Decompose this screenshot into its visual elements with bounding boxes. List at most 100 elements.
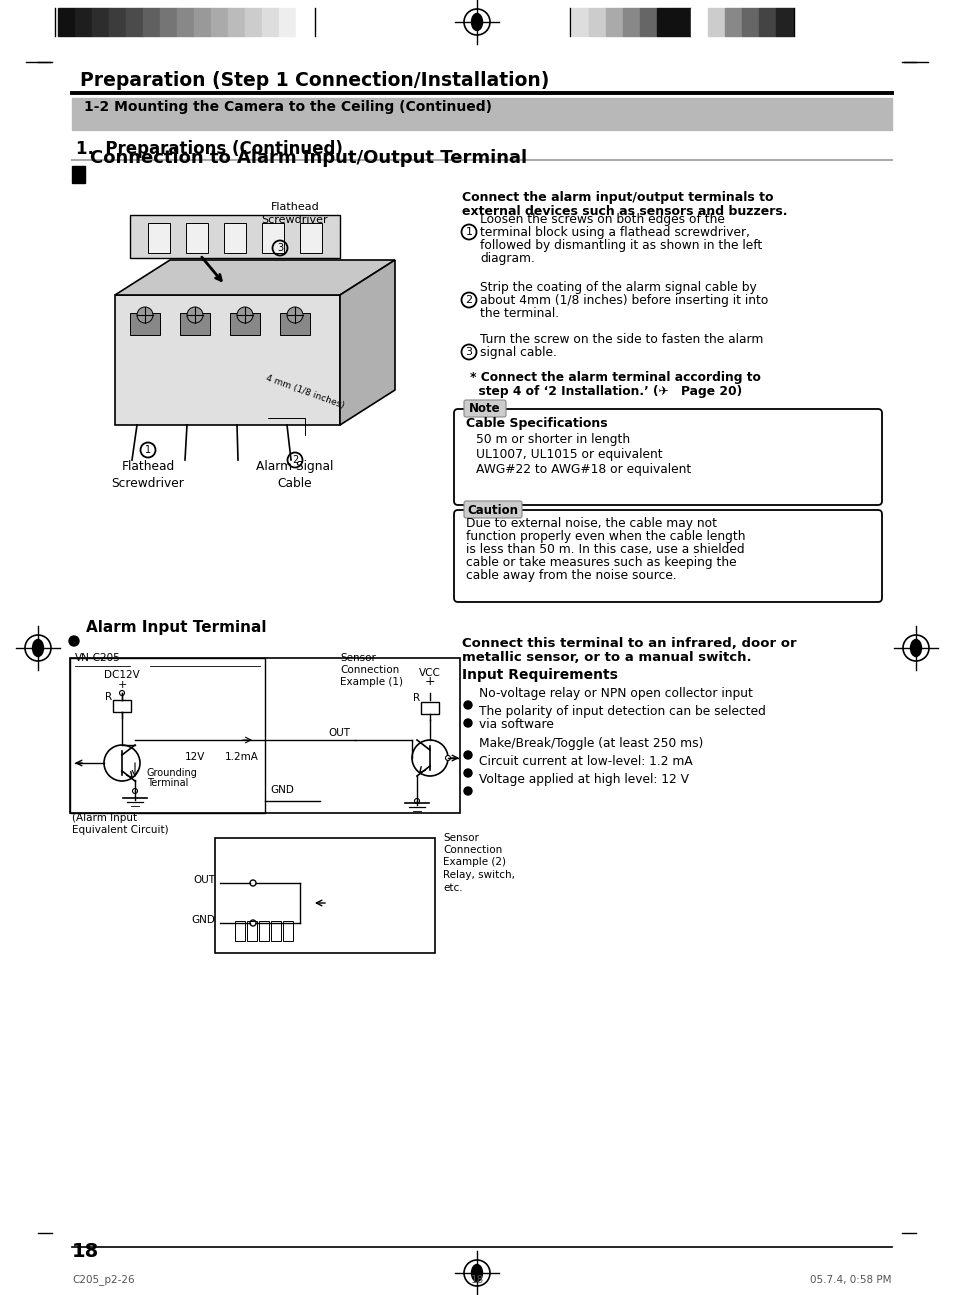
Bar xyxy=(58,8,75,36)
Text: external devices such as sensors and buzzers.: external devices such as sensors and buz… xyxy=(461,205,786,218)
Circle shape xyxy=(463,701,472,708)
Bar xyxy=(193,8,211,36)
Text: Example (1): Example (1) xyxy=(339,677,402,688)
Text: VN-C205: VN-C205 xyxy=(75,653,121,663)
Text: etc.: etc. xyxy=(442,883,462,894)
Text: Sensor: Sensor xyxy=(442,833,478,843)
Bar xyxy=(724,8,741,36)
Polygon shape xyxy=(130,215,339,258)
Text: Make/Break/Toggle (at least 250 ms): Make/Break/Toggle (at least 250 ms) xyxy=(478,737,702,750)
Bar xyxy=(622,8,639,36)
Text: is less than 50 m. In this case, use a shielded: is less than 50 m. In this case, use a s… xyxy=(465,543,744,556)
Bar xyxy=(126,8,143,36)
Text: DC12V: DC12V xyxy=(104,670,140,680)
Bar xyxy=(211,8,228,36)
Circle shape xyxy=(445,755,450,760)
Text: Flathead
Screwdriver: Flathead Screwdriver xyxy=(112,460,184,490)
Text: Turn the screw on the side to fasten the alarm: Turn the screw on the side to fasten the… xyxy=(479,333,762,346)
Text: AWG#22 to AWG#18 or equivalent: AWG#22 to AWG#18 or equivalent xyxy=(476,464,691,477)
Text: 1: 1 xyxy=(465,227,472,237)
Text: followed by dismantling it as shown in the left: followed by dismantling it as shown in t… xyxy=(479,240,761,253)
Bar xyxy=(115,295,339,425)
Text: Voltage applied at high level: 12 V: Voltage applied at high level: 12 V xyxy=(478,773,688,786)
Text: the terminal.: the terminal. xyxy=(479,307,558,320)
Text: Note: Note xyxy=(469,403,500,416)
Text: 1: 1 xyxy=(145,445,151,455)
Bar xyxy=(70,658,459,813)
Text: cable away from the noise source.: cable away from the noise source. xyxy=(465,569,676,581)
Bar xyxy=(230,313,260,335)
Bar xyxy=(657,8,673,36)
FancyBboxPatch shape xyxy=(454,409,882,505)
Bar xyxy=(247,921,256,941)
Bar xyxy=(71,98,891,130)
Bar xyxy=(234,921,245,941)
Bar xyxy=(775,8,792,36)
Bar xyxy=(588,8,605,36)
Bar xyxy=(280,313,310,335)
Bar xyxy=(759,8,775,36)
Text: Connect the alarm input/output terminals to: Connect the alarm input/output terminals… xyxy=(461,190,773,205)
Text: Cable Specifications: Cable Specifications xyxy=(465,417,607,430)
Circle shape xyxy=(463,751,472,759)
Text: step 4 of ‘2 Installation.’ (✈ Page 20): step 4 of ‘2 Installation.’ (✈ Page 20) xyxy=(470,385,741,398)
Text: diagram.: diagram. xyxy=(479,253,535,265)
Text: Input Requirements: Input Requirements xyxy=(461,668,618,682)
Bar xyxy=(91,8,109,36)
Text: Caution: Caution xyxy=(467,504,518,517)
Bar xyxy=(639,8,657,36)
Bar xyxy=(572,8,588,36)
Text: GND: GND xyxy=(270,785,294,795)
Text: 3: 3 xyxy=(465,347,472,357)
Circle shape xyxy=(463,719,472,726)
Bar xyxy=(690,8,707,36)
Text: Connect this terminal to an infrared, door or: Connect this terminal to an infrared, do… xyxy=(461,637,796,650)
Bar xyxy=(112,701,131,712)
Bar xyxy=(299,223,322,253)
Bar xyxy=(224,223,246,253)
Ellipse shape xyxy=(909,640,921,657)
Bar xyxy=(186,223,208,253)
Circle shape xyxy=(463,769,472,777)
Text: (Alarm Input: (Alarm Input xyxy=(71,813,137,824)
Bar xyxy=(283,921,293,941)
Text: Relay, switch,: Relay, switch, xyxy=(442,870,515,881)
Text: The polarity of input detection can be selected: The polarity of input detection can be s… xyxy=(478,704,765,717)
Text: OUT: OUT xyxy=(193,875,214,884)
Text: terminal block using a flathead screwdriver,: terminal block using a flathead screwdri… xyxy=(479,227,749,240)
Text: 3: 3 xyxy=(276,243,283,253)
Text: 1.  Preparations (Continued): 1. Preparations (Continued) xyxy=(76,140,342,158)
Bar xyxy=(214,838,435,953)
Text: Loosen the screws on both edges of the: Loosen the screws on both edges of the xyxy=(479,212,724,227)
Text: 18: 18 xyxy=(71,1242,99,1261)
Text: Equivalent Circuit): Equivalent Circuit) xyxy=(71,825,169,835)
Text: * Connect the alarm terminal according to: * Connect the alarm terminal according t… xyxy=(470,370,760,385)
Text: 4 mm (1/8 inches): 4 mm (1/8 inches) xyxy=(265,373,345,411)
Text: via software: via software xyxy=(478,717,554,730)
Bar xyxy=(109,8,126,36)
Text: Alarm Signal
Cable: Alarm Signal Cable xyxy=(256,460,334,490)
Text: Circuit current at low-level: 1.2 mA: Circuit current at low-level: 1.2 mA xyxy=(478,755,692,768)
Bar xyxy=(673,8,690,36)
Circle shape xyxy=(236,307,253,322)
Text: 50 m or shorter in length: 50 m or shorter in length xyxy=(476,433,630,445)
Bar xyxy=(143,8,160,36)
Text: R: R xyxy=(105,692,112,702)
Text: GND: GND xyxy=(191,916,214,925)
Text: Terminal: Terminal xyxy=(147,778,188,787)
Text: OUT: OUT xyxy=(328,728,350,738)
Bar xyxy=(71,166,85,183)
Bar xyxy=(75,8,91,36)
Text: signal cable.: signal cable. xyxy=(479,346,557,359)
Text: Sensor: Sensor xyxy=(339,653,375,663)
Bar xyxy=(605,8,622,36)
Circle shape xyxy=(414,799,419,803)
Bar xyxy=(271,921,281,941)
Bar xyxy=(130,313,160,335)
Bar xyxy=(228,8,245,36)
Text: 2: 2 xyxy=(465,295,472,306)
Bar xyxy=(262,223,284,253)
Text: Preparation (Step 1 Connection/Installation): Preparation (Step 1 Connection/Installat… xyxy=(80,71,549,89)
Text: cable or take measures such as keeping the: cable or take measures such as keeping t… xyxy=(465,556,736,569)
Circle shape xyxy=(119,690,125,695)
